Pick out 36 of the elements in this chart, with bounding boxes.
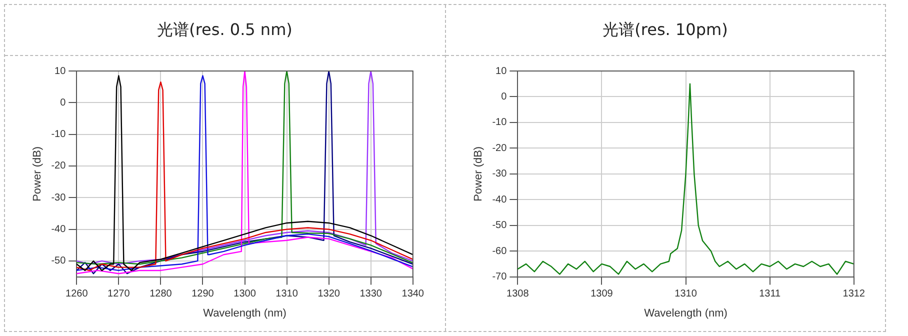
y-tick-label: -40 xyxy=(492,194,507,206)
x-tick-label: 1311 xyxy=(758,288,781,300)
y-tick-label: -10 xyxy=(492,117,507,128)
y-tick-label: -50 xyxy=(492,220,507,232)
y-tick-label: -70 xyxy=(492,272,507,283)
y-tick-label: 0 xyxy=(60,97,66,108)
x-tick-label: 1340 xyxy=(402,288,424,300)
y-tick-label: -30 xyxy=(492,168,507,180)
y-tick-label: -50 xyxy=(51,256,66,267)
x-tick-label: 1300 xyxy=(234,288,256,300)
x-tick-label: 1260 xyxy=(66,288,88,300)
x-tick-label: 1270 xyxy=(108,288,130,300)
y-tick-label: 10 xyxy=(495,66,507,77)
x-tick-label: 1290 xyxy=(192,288,214,300)
x-tick-label: 1308 xyxy=(506,288,529,300)
x-tick-label: 1310 xyxy=(674,288,697,300)
x-tick-label: 1312 xyxy=(842,288,865,300)
y-tick-label: 0 xyxy=(500,91,507,102)
y-tick-label: 10 xyxy=(54,66,66,77)
x-axis-title: Wavelength (nm) xyxy=(644,307,727,320)
y-axis-title: Power (dB) xyxy=(472,146,484,202)
x-tick-label: 1280 xyxy=(150,288,172,300)
y-tick-label: -20 xyxy=(51,160,66,172)
y-tick-label: -10 xyxy=(51,129,66,140)
y-tick-label: -30 xyxy=(51,192,66,204)
x-tick-label: 1330 xyxy=(360,288,382,300)
x-tick-label: 1320 xyxy=(318,288,340,300)
y-tick-label: -60 xyxy=(492,246,507,257)
y-tick-label: -40 xyxy=(51,224,66,236)
x-tick-label: 1310 xyxy=(276,288,298,300)
x-tick-label: 1309 xyxy=(590,288,613,300)
chart-title: 光谱(res. 0.5 nm) xyxy=(5,5,444,56)
x-axis-title: Wavelength (nm) xyxy=(203,307,286,320)
chart-title: 光谱(res. 10pm) xyxy=(446,5,885,56)
y-axis-title: Power (dB) xyxy=(32,146,44,202)
y-tick-label: -20 xyxy=(492,142,507,154)
